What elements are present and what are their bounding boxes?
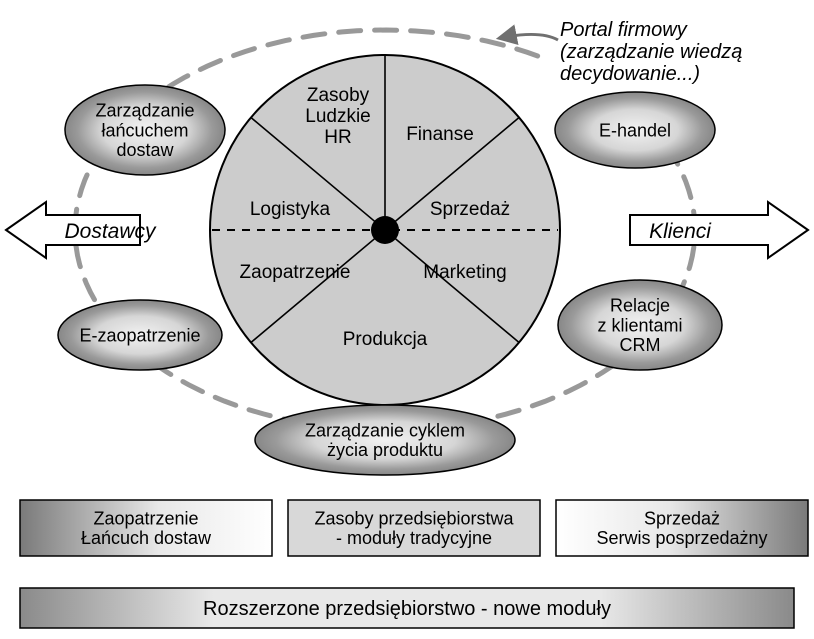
segment-6: Logistyka xyxy=(250,199,331,220)
box-0-label: ZaopatrzenieŁańcuch dostaw xyxy=(81,508,212,548)
segment-1: Finanse xyxy=(406,124,474,145)
segment-5: Zaopatrzenie xyxy=(240,262,351,283)
klienci-label: Klienci xyxy=(649,220,712,243)
segment-3: Marketing xyxy=(423,262,506,283)
ellipse-eproc-label: E-zaopatrzenie xyxy=(79,325,200,345)
segment-2: Sprzedaż xyxy=(430,199,510,220)
box-1-label: Zasoby przedsiębiorstwa- moduły tradycyj… xyxy=(314,508,514,548)
portal-label: Portal firmowy(zarządzanie wiedządecydow… xyxy=(560,19,742,85)
segment-4: Produkcja xyxy=(343,329,428,350)
ellipse-ecom-label: E-handel xyxy=(599,120,671,140)
dostawcy-label: Dostawcy xyxy=(64,220,157,243)
portal-arrow xyxy=(500,34,558,40)
ellipse-plm-label: Zarządzanie cyklemżycia produktu xyxy=(305,420,465,460)
bottom-bar-label: Rozszerzone przedsiębiorstwo - nowe modu… xyxy=(203,598,611,620)
